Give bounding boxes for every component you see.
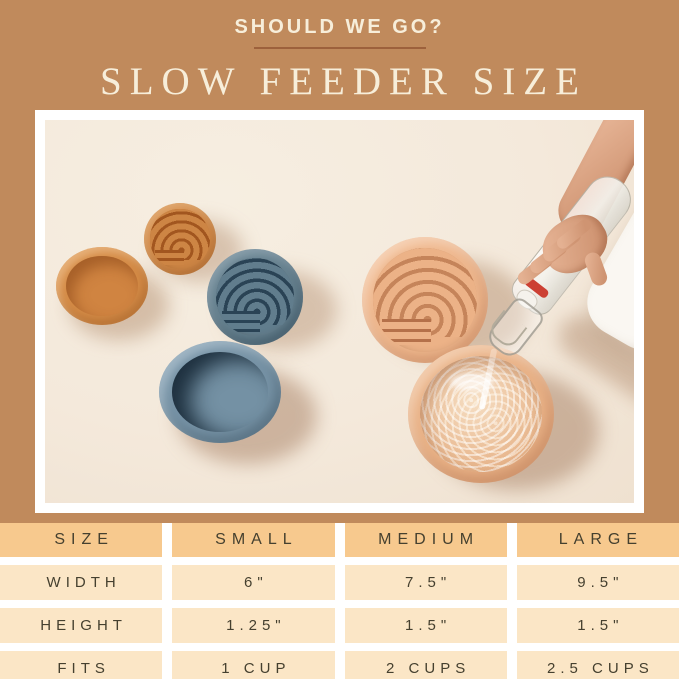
height-large: 1.5": [516, 608, 679, 643]
column-header-size: SIZE: [0, 523, 163, 557]
width-small: 6": [172, 565, 335, 600]
row-label-height: HEIGHT: [0, 608, 163, 643]
blue-plain-bowl-floor: [172, 352, 268, 432]
brand-divider-line: [253, 47, 426, 49]
maze-pattern: [150, 209, 210, 269]
column-header-small: SMALL: [172, 523, 335, 557]
maze-pattern: [215, 257, 295, 337]
fits-medium: 2 CUPS: [344, 651, 507, 679]
peach-maze-feeder: [362, 237, 488, 363]
product-photo-frame: [35, 110, 644, 513]
height-small: 1.25": [172, 608, 335, 643]
maze-stripes: [221, 311, 260, 332]
orange-plain-bowl-floor: [66, 255, 138, 317]
row-label-fits: FITS: [0, 651, 163, 679]
brand-name: SHOULD WE GO?: [234, 16, 445, 38]
width-medium: 7.5": [344, 565, 507, 600]
fits-small: 1 CUP: [172, 651, 335, 679]
peach-water-bowl: [408, 345, 554, 483]
fits-large: 2.5 CUPS: [516, 651, 679, 679]
column-header-large: LARGE: [516, 523, 679, 557]
size-chart-table: SIZE SMALL MEDIUM LARGE WIDTH 6" 7.5" 9.…: [0, 523, 679, 679]
orange-maze-feeder: [144, 203, 216, 275]
column-header-medium: MEDIUM: [344, 523, 507, 557]
row-label-width: WIDTH: [0, 565, 163, 600]
maze-stripes: [381, 318, 432, 346]
orange-plain-bowl: [56, 247, 148, 325]
blue-plain-bowl: [159, 341, 281, 443]
height-medium: 1.5": [344, 608, 507, 643]
maze-stripes: [155, 249, 184, 265]
blue-maze-feeder: [207, 249, 303, 345]
product-photo: [45, 120, 634, 503]
maze-pattern: [373, 248, 477, 352]
width-large: 9.5": [516, 565, 679, 600]
